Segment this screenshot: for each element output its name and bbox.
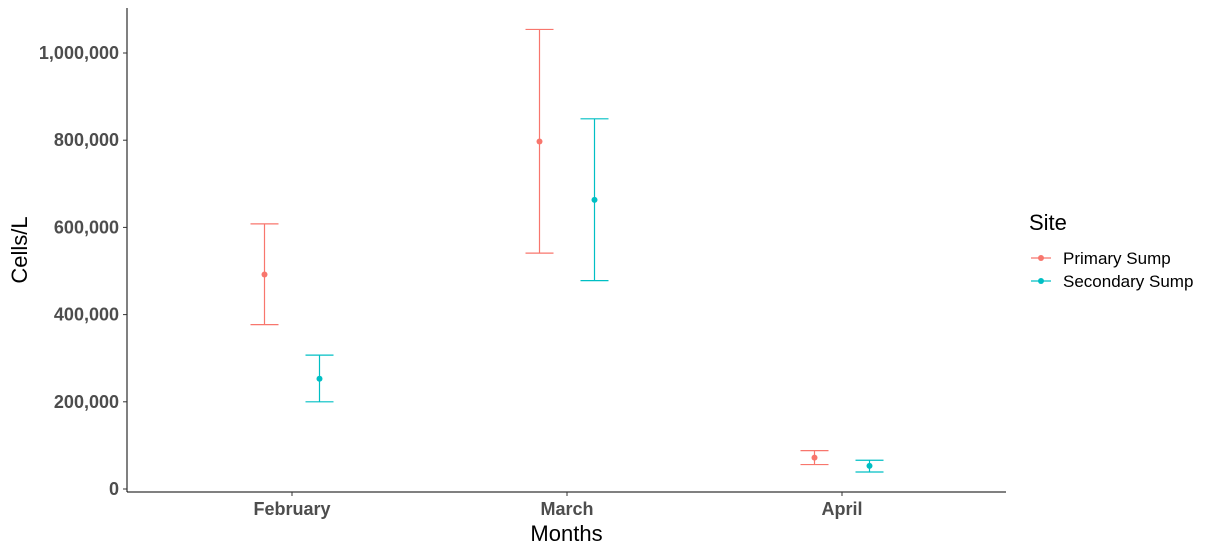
- legend-key: [1031, 255, 1051, 261]
- series-secondary-sump: [305, 118, 884, 473]
- legend-title: Site: [1029, 210, 1067, 235]
- x-tick-label: February: [253, 499, 330, 519]
- plot-area: [250, 28, 884, 473]
- y-axis-ticks: 0 200,000 400,000 600,000 800,000 1,000,000: [39, 43, 127, 499]
- data-point: [811, 454, 818, 461]
- y-tick-label: 400,000: [54, 305, 119, 325]
- x-axis-title: Months: [530, 521, 602, 546]
- legend-label: Primary Sump: [1063, 249, 1171, 268]
- x-tick-label: March: [540, 499, 593, 519]
- y-tick-label: 200,000: [54, 392, 119, 412]
- y-tick-label: 0: [109, 479, 119, 499]
- y-axis-title: Cells/L: [7, 216, 32, 283]
- data-point: [536, 138, 543, 145]
- legend: Site Primary Sump Secondary Sump: [1029, 210, 1193, 291]
- legend-item: Secondary Sump: [1031, 272, 1193, 291]
- series-primary-sump: [250, 28, 829, 466]
- data-point: [261, 271, 268, 278]
- y-tick-label: 1,000,000: [39, 43, 119, 63]
- legend-label: Secondary Sump: [1063, 272, 1193, 291]
- legend-item: Primary Sump: [1031, 249, 1171, 268]
- data-point: [591, 196, 598, 203]
- x-axis-ticks: February March April: [253, 492, 863, 519]
- y-tick-label: 600,000: [54, 217, 119, 237]
- data-point: [866, 462, 873, 469]
- y-tick-label: 800,000: [54, 130, 119, 150]
- data-point: [316, 375, 323, 382]
- x-tick-label: April: [821, 499, 862, 519]
- legend-key: [1031, 278, 1051, 284]
